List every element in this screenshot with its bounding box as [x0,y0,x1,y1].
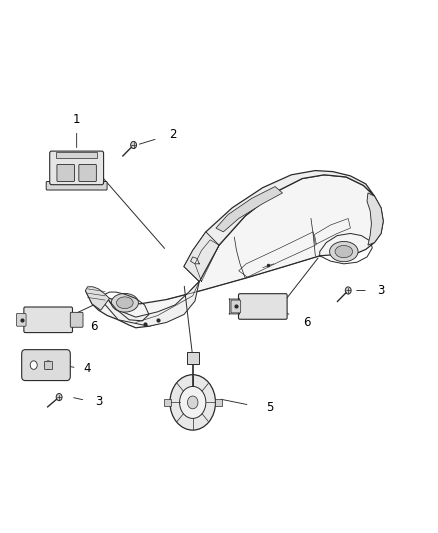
FancyBboxPatch shape [46,181,107,190]
Circle shape [170,375,215,430]
FancyBboxPatch shape [24,307,73,333]
Bar [164,399,171,406]
Polygon shape [367,193,383,245]
Ellipse shape [117,297,133,309]
Polygon shape [85,287,110,310]
FancyBboxPatch shape [79,164,96,181]
Text: 6: 6 [303,316,311,329]
FancyBboxPatch shape [21,350,70,381]
Ellipse shape [111,293,138,312]
Circle shape [131,141,137,149]
FancyBboxPatch shape [231,300,240,313]
Bar [187,352,199,364]
Circle shape [187,396,198,409]
FancyBboxPatch shape [238,294,287,319]
Text: 5: 5 [266,401,273,414]
Text: 1: 1 [73,114,81,126]
Text: 3: 3 [95,395,102,408]
Bar [215,399,222,406]
Polygon shape [184,171,374,281]
Polygon shape [216,187,283,232]
Text: 6: 6 [90,320,98,333]
Text: 4: 4 [84,362,92,375]
Circle shape [30,361,37,369]
Circle shape [56,393,62,401]
Circle shape [345,287,351,294]
Bar [56,152,97,158]
FancyBboxPatch shape [17,313,26,326]
Polygon shape [85,175,383,328]
Circle shape [45,361,52,369]
FancyBboxPatch shape [57,164,74,181]
FancyBboxPatch shape [70,312,83,327]
Bar [44,361,52,369]
Circle shape [180,386,206,418]
Ellipse shape [330,241,358,262]
Polygon shape [101,281,199,326]
FancyBboxPatch shape [49,151,103,184]
Ellipse shape [335,245,353,257]
Text: 3: 3 [378,284,385,297]
Polygon shape [184,232,219,281]
FancyBboxPatch shape [229,299,240,314]
Text: 2: 2 [169,128,177,141]
